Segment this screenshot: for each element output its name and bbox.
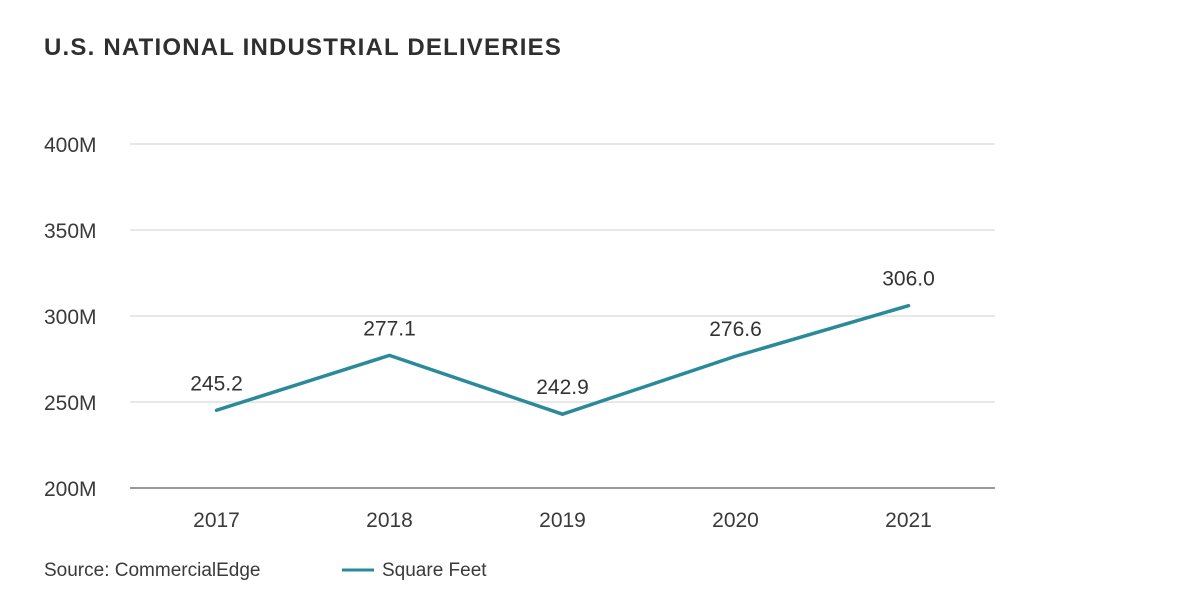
data-label: 306.0	[882, 268, 935, 291]
data-label: 242.9	[536, 376, 589, 399]
x-tick-label: 2020	[712, 509, 759, 532]
gridlines	[130, 143, 995, 489]
data-label: 277.1	[363, 317, 416, 340]
x-tick-label: 2019	[539, 509, 586, 532]
y-tick-label: 400M	[44, 134, 97, 157]
y-tick-label: 200M	[44, 478, 97, 501]
data-label: 276.6	[709, 318, 762, 341]
data-label: 245.2	[190, 372, 243, 395]
y-tick-label: 350M	[44, 220, 97, 243]
chart-footer: Source: CommercialEdge Square Feet	[44, 560, 487, 581]
source-text: Source: CommercialEdge	[44, 560, 260, 581]
data-labels: 245.2 277.1 242.9 276.6 306.0	[190, 268, 935, 400]
series-group	[214, 303, 911, 416]
series-line	[214, 303, 911, 416]
y-tick-label: 250M	[44, 392, 97, 415]
y-axis-ticks: 200M 250M 300M 350M 400M	[44, 134, 97, 501]
x-tick-label: 2018	[366, 509, 413, 532]
x-tick-label: 2021	[885, 509, 932, 532]
legend-label: Square Feet	[382, 560, 487, 581]
y-tick-label: 300M	[44, 306, 97, 329]
x-axis-ticks: 2017 2018 2019 2020 2021	[193, 509, 932, 532]
x-tick-label: 2017	[193, 509, 240, 532]
chart-title: U.S. NATIONAL INDUSTRIAL DELIVERIES	[44, 34, 563, 61]
